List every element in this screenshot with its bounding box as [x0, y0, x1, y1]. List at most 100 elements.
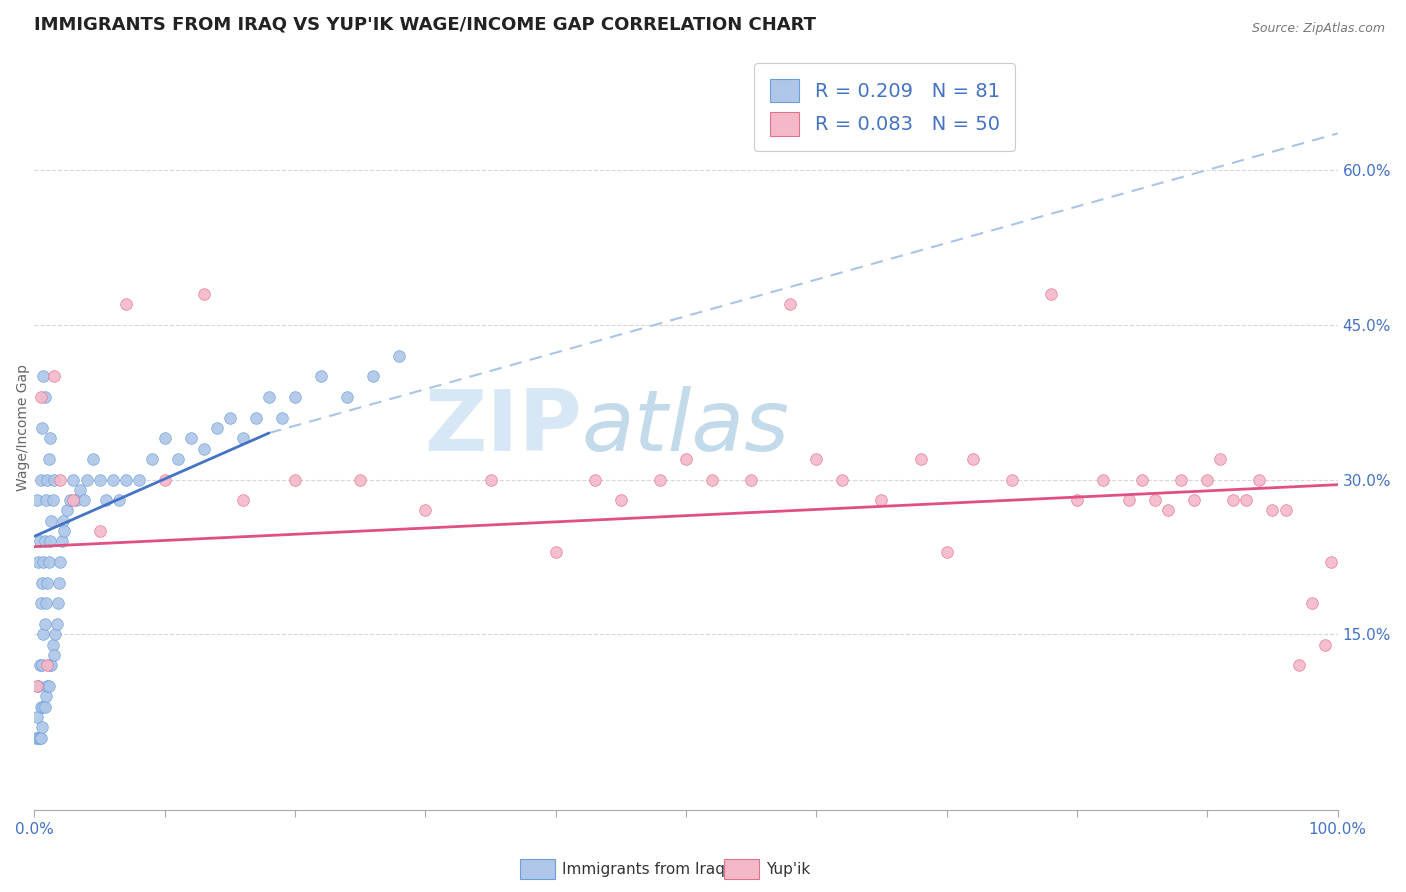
Point — [45, 617, 67, 632]
Point — [284, 473, 307, 487]
Point — [34, 390, 56, 404]
Point — [39, 658, 62, 673]
Text: IMMIGRANTS FROM IRAQ VS YUP'IK WAGE/INCOME GAP CORRELATION CHART: IMMIGRANTS FROM IRAQ VS YUP'IK WAGE/INCO… — [34, 15, 817, 33]
Point — [32, 627, 55, 641]
Point — [34, 699, 56, 714]
Point — [25, 710, 48, 724]
Point — [1130, 473, 1153, 487]
Point — [34, 534, 56, 549]
Point — [51, 534, 73, 549]
Point — [76, 473, 98, 487]
Point — [779, 297, 801, 311]
Point — [38, 679, 60, 693]
Point — [32, 699, 55, 714]
Point — [108, 493, 131, 508]
Point — [65, 493, 87, 508]
Point — [32, 369, 55, 384]
Point — [1118, 493, 1140, 508]
Point — [284, 390, 307, 404]
Point — [361, 369, 384, 384]
Y-axis label: Wage/Income Gap: Wage/Income Gap — [17, 364, 31, 491]
Point — [52, 514, 75, 528]
Point — [24, 731, 46, 745]
Point — [30, 731, 52, 745]
Point — [25, 493, 48, 508]
Point — [114, 297, 136, 311]
Point — [62, 473, 84, 487]
Point — [35, 597, 58, 611]
Point — [41, 638, 63, 652]
Point — [870, 493, 893, 508]
Text: ZIP: ZIP — [425, 386, 582, 469]
Point — [1039, 286, 1062, 301]
Point — [1320, 555, 1343, 569]
Point — [648, 473, 671, 487]
Point — [31, 575, 53, 590]
Point — [27, 555, 49, 569]
Point — [806, 451, 828, 466]
Point — [935, 545, 957, 559]
Point — [30, 699, 52, 714]
Point — [46, 597, 69, 611]
Point — [38, 555, 60, 569]
Point — [910, 451, 932, 466]
Point — [31, 421, 53, 435]
Point — [1301, 597, 1323, 611]
Point — [69, 483, 91, 497]
Point — [180, 431, 202, 445]
Point — [1249, 473, 1271, 487]
Point — [62, 493, 84, 508]
Point — [49, 555, 72, 569]
Point — [49, 473, 72, 487]
Point — [1182, 493, 1205, 508]
Point — [271, 410, 294, 425]
Point — [583, 473, 606, 487]
Point — [218, 410, 240, 425]
Point — [193, 442, 215, 456]
Point — [141, 451, 163, 466]
Point — [1234, 493, 1257, 508]
Point — [89, 524, 111, 538]
Point — [193, 286, 215, 301]
Point — [58, 493, 80, 508]
Text: atlas: atlas — [582, 386, 790, 469]
Point — [479, 473, 502, 487]
Point — [544, 545, 567, 559]
Point — [309, 369, 332, 384]
Point — [1157, 503, 1180, 517]
Point — [37, 473, 59, 487]
Point — [101, 473, 124, 487]
Point — [37, 575, 59, 590]
Point — [39, 534, 62, 549]
Point — [1170, 473, 1192, 487]
Point — [42, 473, 65, 487]
Point — [48, 575, 70, 590]
Point — [28, 534, 51, 549]
Point — [27, 679, 49, 693]
Point — [153, 473, 176, 487]
Point — [37, 658, 59, 673]
Point — [31, 720, 53, 734]
Point — [38, 451, 60, 466]
Point — [205, 421, 228, 435]
Point — [89, 473, 111, 487]
Point — [42, 369, 65, 384]
Point — [388, 349, 411, 363]
Point — [37, 679, 59, 693]
Point — [73, 493, 96, 508]
Point — [39, 658, 62, 673]
Point — [114, 473, 136, 487]
Point — [25, 679, 48, 693]
Point — [28, 658, 51, 673]
Point — [30, 390, 52, 404]
Point — [336, 390, 359, 404]
Point — [232, 493, 254, 508]
Point — [962, 451, 984, 466]
Point — [39, 431, 62, 445]
Point — [349, 473, 371, 487]
Point — [82, 451, 104, 466]
Point — [1092, 473, 1115, 487]
Point — [1222, 493, 1244, 508]
Point — [94, 493, 117, 508]
Point — [700, 473, 723, 487]
